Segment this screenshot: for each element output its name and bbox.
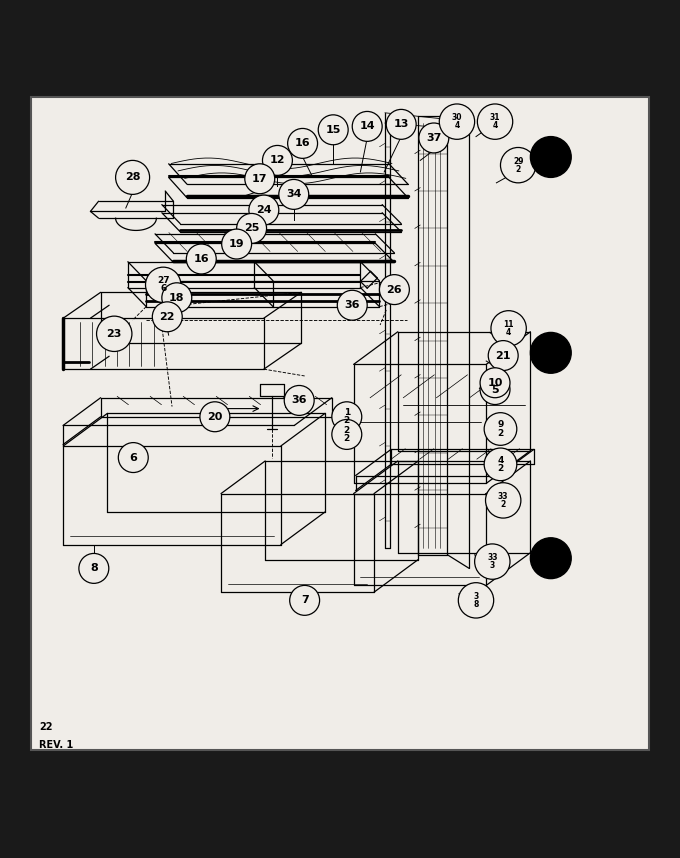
Circle shape — [97, 316, 132, 352]
Circle shape — [500, 148, 536, 183]
Text: 33
2: 33 2 — [498, 492, 509, 509]
Circle shape — [79, 553, 109, 583]
Circle shape — [439, 104, 475, 139]
Circle shape — [318, 115, 348, 145]
Circle shape — [486, 483, 521, 518]
Circle shape — [262, 146, 292, 175]
Circle shape — [332, 402, 362, 432]
Text: 19: 19 — [229, 239, 244, 249]
Text: 6: 6 — [129, 452, 137, 462]
Circle shape — [284, 385, 314, 415]
Text: 12: 12 — [270, 155, 285, 166]
Circle shape — [530, 332, 571, 373]
Text: 22: 22 — [160, 311, 175, 322]
Text: 17: 17 — [252, 174, 267, 184]
Circle shape — [458, 583, 494, 618]
Circle shape — [475, 544, 510, 579]
Text: 16: 16 — [295, 138, 310, 148]
Text: 3
8: 3 8 — [473, 592, 479, 609]
Text: 2
2: 2 2 — [343, 426, 350, 443]
Circle shape — [484, 413, 517, 445]
Circle shape — [484, 448, 517, 480]
Text: 23: 23 — [107, 329, 122, 339]
Circle shape — [237, 214, 267, 244]
Circle shape — [162, 283, 192, 312]
Text: 28: 28 — [125, 172, 140, 183]
Text: 31
4: 31 4 — [490, 113, 500, 130]
Circle shape — [480, 368, 510, 398]
Text: 24: 24 — [256, 205, 271, 215]
Circle shape — [491, 311, 526, 346]
Text: 30
4: 30 4 — [452, 113, 462, 130]
Text: 1
2: 1 2 — [343, 408, 350, 426]
Text: 26: 26 — [387, 285, 402, 294]
Circle shape — [337, 290, 367, 320]
Text: 5: 5 — [491, 384, 499, 395]
Circle shape — [379, 275, 409, 305]
Text: 21: 21 — [496, 351, 511, 360]
Circle shape — [200, 402, 230, 432]
Text: 25: 25 — [244, 223, 259, 233]
Circle shape — [386, 110, 416, 139]
Text: 13: 13 — [394, 119, 409, 130]
Circle shape — [480, 375, 510, 404]
Text: 34: 34 — [286, 190, 301, 199]
Circle shape — [332, 420, 362, 450]
Text: 18: 18 — [169, 293, 184, 303]
Circle shape — [118, 443, 148, 473]
Circle shape — [249, 195, 279, 225]
Text: 22: 22 — [39, 722, 53, 732]
Circle shape — [352, 112, 382, 142]
Circle shape — [288, 129, 318, 159]
Text: 15: 15 — [326, 124, 341, 135]
Circle shape — [290, 585, 320, 615]
Text: REV. 1: REV. 1 — [39, 740, 73, 750]
Circle shape — [186, 244, 216, 274]
Text: 37: 37 — [426, 133, 441, 143]
Text: 36: 36 — [292, 396, 307, 406]
Circle shape — [245, 164, 275, 194]
Text: 8: 8 — [90, 564, 98, 573]
Text: 4
2: 4 2 — [497, 456, 504, 473]
Text: 29
2: 29 2 — [513, 156, 524, 174]
Text: 27
6: 27 6 — [157, 276, 169, 293]
Circle shape — [279, 179, 309, 209]
Circle shape — [222, 229, 252, 259]
Circle shape — [146, 267, 181, 303]
Circle shape — [419, 123, 449, 153]
Text: 9
2: 9 2 — [497, 420, 504, 438]
Text: 20: 20 — [207, 412, 222, 422]
Text: 14: 14 — [360, 121, 375, 131]
Circle shape — [530, 136, 571, 178]
Text: 33
3: 33 3 — [487, 553, 498, 571]
Circle shape — [116, 160, 150, 195]
Circle shape — [477, 104, 513, 139]
Circle shape — [530, 538, 571, 578]
Text: 11
4: 11 4 — [503, 320, 514, 337]
Circle shape — [152, 302, 182, 332]
FancyBboxPatch shape — [31, 97, 649, 750]
Text: 36: 36 — [345, 300, 360, 311]
Text: 16: 16 — [194, 254, 209, 264]
Circle shape — [488, 341, 518, 371]
Text: 7: 7 — [301, 595, 309, 606]
Text: 10: 10 — [488, 378, 503, 388]
